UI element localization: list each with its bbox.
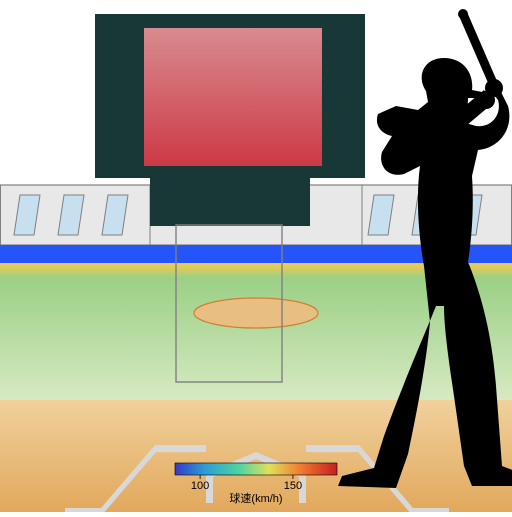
- svg-text:150: 150: [284, 480, 302, 492]
- scene-svg: 100 150球速(km/h): [0, 0, 512, 512]
- pitch-location-diagram: 100 150球速(km/h): [0, 0, 512, 512]
- pitchers-mound: [194, 298, 318, 328]
- svg-text:100: 100: [191, 480, 209, 492]
- legend-axis-label: 球速(km/h): [229, 491, 282, 505]
